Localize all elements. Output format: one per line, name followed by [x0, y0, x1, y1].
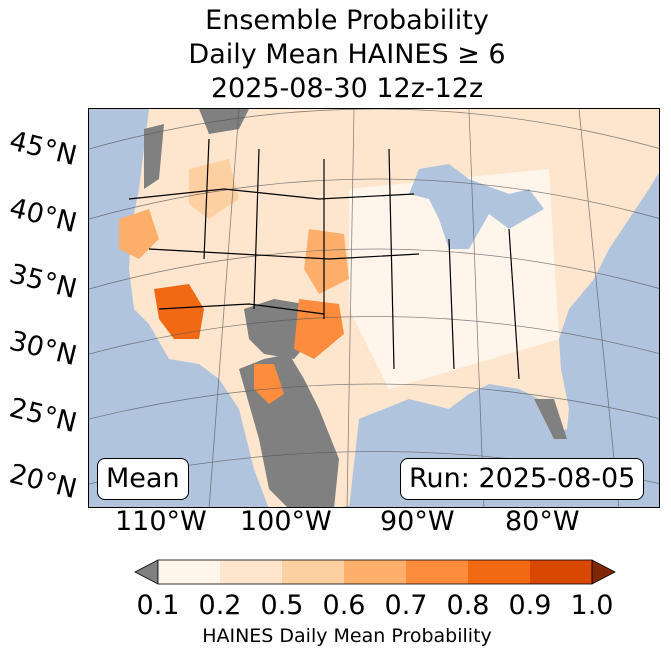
colorbar-segment — [468, 560, 530, 584]
mean-label: Mean — [97, 458, 189, 500]
colorbar-tick-label: 0.7 — [384, 590, 428, 621]
colorbar-tick-label: 0.9 — [508, 590, 552, 621]
colorbar-segment — [406, 560, 468, 584]
colorbar-under — [134, 559, 159, 585]
colorbar-segment — [158, 560, 220, 584]
lon-label-100: 100°W — [240, 506, 332, 537]
lon-label-110: 110°W — [115, 506, 207, 537]
lon-label-80: 80°W — [505, 506, 580, 537]
title-line-3: 2025-08-30 12z-12z — [210, 73, 484, 104]
colorbar-tick-label: 0.5 — [260, 590, 304, 621]
title-line-1: Ensemble Probability — [205, 5, 489, 36]
title-line-2: Daily Mean HAINES ≥ 6 — [188, 39, 506, 70]
missing-data-pacific — [144, 124, 164, 189]
state-borders — [128, 138, 520, 380]
colorbar-segment — [530, 560, 592, 584]
colorbar-tick-label: 1.0 — [570, 590, 614, 621]
colorbar-label: HAINES Daily Mean Probability — [202, 625, 492, 647]
florida — [534, 399, 567, 439]
map-panel — [88, 108, 660, 508]
colorbar-tick-label: 0.6 — [322, 590, 366, 621]
missing-data-canada — [199, 109, 249, 134]
lat-label-35: 35°N — [6, 258, 80, 306]
colorbar-segment — [220, 560, 282, 584]
map-svg — [89, 109, 659, 507]
colorbar-tick-label: 0.8 — [446, 590, 490, 621]
colorbar-over — [591, 559, 616, 585]
colorbar-segment — [344, 560, 406, 584]
lat-label-25: 25°N — [6, 392, 80, 440]
graticule — [89, 109, 659, 507]
lon-label-90: 90°W — [380, 506, 455, 537]
colorbar-segment — [282, 560, 344, 584]
colorbar — [134, 559, 616, 585]
prob-southwest — [154, 284, 204, 339]
missing-data-southwest — [244, 299, 311, 359]
lat-label-45: 45°N — [6, 125, 80, 173]
lat-label-20: 20°N — [6, 458, 80, 506]
prob-nevada — [119, 209, 159, 259]
prob-nm-ok — [294, 299, 344, 359]
run-label: Run: 2025-08-05 — [400, 458, 645, 500]
colorbar-tick-label: 0.1 — [136, 590, 180, 621]
prob-texas-west — [254, 364, 284, 404]
lat-label-30: 30°N — [6, 325, 80, 373]
great-lakes — [409, 164, 544, 249]
lat-label-40: 40°N — [6, 192, 80, 240]
prob-idaho — [189, 159, 239, 219]
colorbar-tick-label: 0.2 — [198, 590, 242, 621]
prob-colorado — [304, 229, 349, 294]
